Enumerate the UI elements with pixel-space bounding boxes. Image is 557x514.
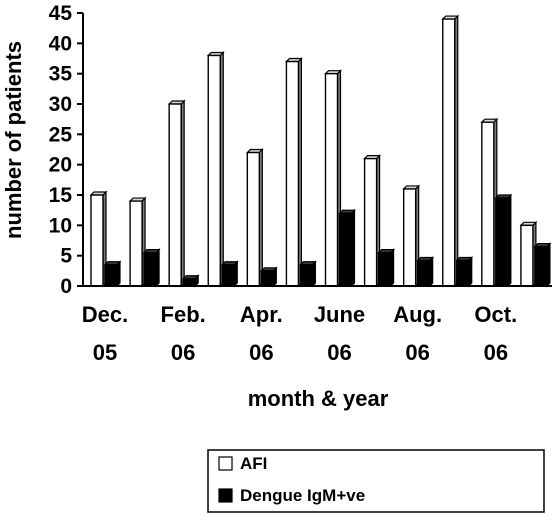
bar-dengue: [181, 274, 200, 288]
bar-afi-face: [246, 151, 261, 287]
bar-dengue-face: [534, 245, 548, 287]
x-axis-title: month & year: [248, 386, 389, 411]
bar-dengue-face: [299, 264, 314, 287]
bar-afi-face: [442, 18, 456, 287]
bar-dengue-face: [104, 264, 118, 287]
y-tick-label: 20: [49, 154, 72, 177]
legend-swatch-afi: [218, 456, 233, 471]
bar-afi-face: [90, 194, 104, 287]
bar-afi: [206, 51, 225, 288]
legend-label-dengue: Dengue IgM+ve: [240, 486, 365, 505]
legend-label-afi: AFI: [240, 454, 267, 473]
bar-afi: [167, 99, 186, 288]
bar-afi-face: [324, 72, 339, 287]
bar-afi-face: [481, 121, 495, 287]
x-tick-label-line2: 05: [93, 340, 117, 365]
y-tick-label: 5: [60, 245, 72, 268]
bar-dengue: [298, 260, 317, 288]
legend: AFI Dengue IgM+ve: [207, 449, 545, 513]
bar-afi: [402, 184, 421, 288]
y-tick-label: 45: [49, 2, 73, 25]
bar-dengue-face: [260, 270, 275, 287]
bar-afi: [363, 154, 382, 288]
bar-afi: [519, 220, 538, 288]
y-tick-label: 25: [49, 123, 73, 146]
bar-dengue-face: [338, 212, 353, 287]
bar-afi-face: [207, 54, 221, 287]
bar-dengue-face: [495, 197, 509, 287]
legend-swatch-dengue: [218, 488, 233, 503]
bar-dengue: [416, 256, 435, 288]
bar-dengue: [494, 193, 513, 288]
bar-dengue: [377, 248, 396, 288]
bar-dengue-face: [221, 264, 235, 287]
bar-dengue: [533, 242, 552, 288]
x-tick-label-line1: June: [314, 302, 365, 327]
bar-afi: [245, 148, 264, 288]
bar-afi: [128, 196, 147, 288]
bar-afi-face: [285, 60, 300, 287]
bar-afi-face: [520, 224, 534, 287]
y-axis-ticks: 0 5 10 15 20 25 30 35 40 45: [49, 2, 83, 298]
bar-dengue-face: [182, 278, 196, 287]
x-tick-label-line1: Oct.: [474, 302, 517, 327]
bar-dengue: [220, 260, 239, 288]
x-tick-label-line2: 06: [171, 340, 195, 365]
bar-dengue-face: [456, 259, 470, 287]
x-tick-label-line1: Aug.: [393, 302, 442, 327]
bar-dengue-face: [143, 251, 157, 287]
y-tick-label: 0: [60, 275, 72, 298]
x-tick-label-line2: 06: [327, 340, 351, 365]
bar-afi: [324, 69, 342, 288]
y-tick-label: 10: [49, 214, 72, 237]
x-tick-label-line1: Apr.: [240, 302, 283, 327]
bar-dengue: [103, 260, 122, 288]
bar-dengue: [259, 266, 278, 288]
bar-dengue: [455, 256, 474, 288]
bar-afi-face: [402, 188, 417, 287]
bar-afi: [441, 14, 460, 288]
x-axis-labels: Dec. 05 Feb. 06 Apr. 06 June 06 Aug. 06 Oct. 06: [82, 302, 517, 365]
y-tick-label: 40: [49, 32, 72, 55]
bar-dengue: [338, 208, 356, 288]
bar-afi-face: [129, 200, 143, 287]
y-axis-title: number of patients: [1, 41, 26, 239]
bar-dengue-face: [377, 251, 392, 287]
x-tick-label-line2: 06: [484, 340, 508, 365]
bar-afi: [284, 57, 303, 288]
bar-afi: [89, 190, 108, 288]
bar-dengue-face: [416, 259, 431, 287]
y-tick-label: 35: [49, 63, 73, 86]
bar-afi: [480, 117, 499, 288]
x-tick-label-line1: Dec.: [82, 302, 128, 327]
legend-box: [207, 449, 545, 513]
x-tick-label-line2: 06: [249, 340, 273, 365]
bar-afi-face: [363, 157, 378, 287]
bar-dengue: [142, 248, 161, 288]
x-tick-label-line2: 06: [405, 340, 429, 365]
bar-afi-face: [168, 103, 182, 287]
bars: [89, 14, 552, 288]
x-tick-label-line1: Feb.: [161, 302, 206, 327]
y-tick-label: 15: [49, 184, 73, 207]
y-tick-label: 30: [49, 93, 72, 116]
